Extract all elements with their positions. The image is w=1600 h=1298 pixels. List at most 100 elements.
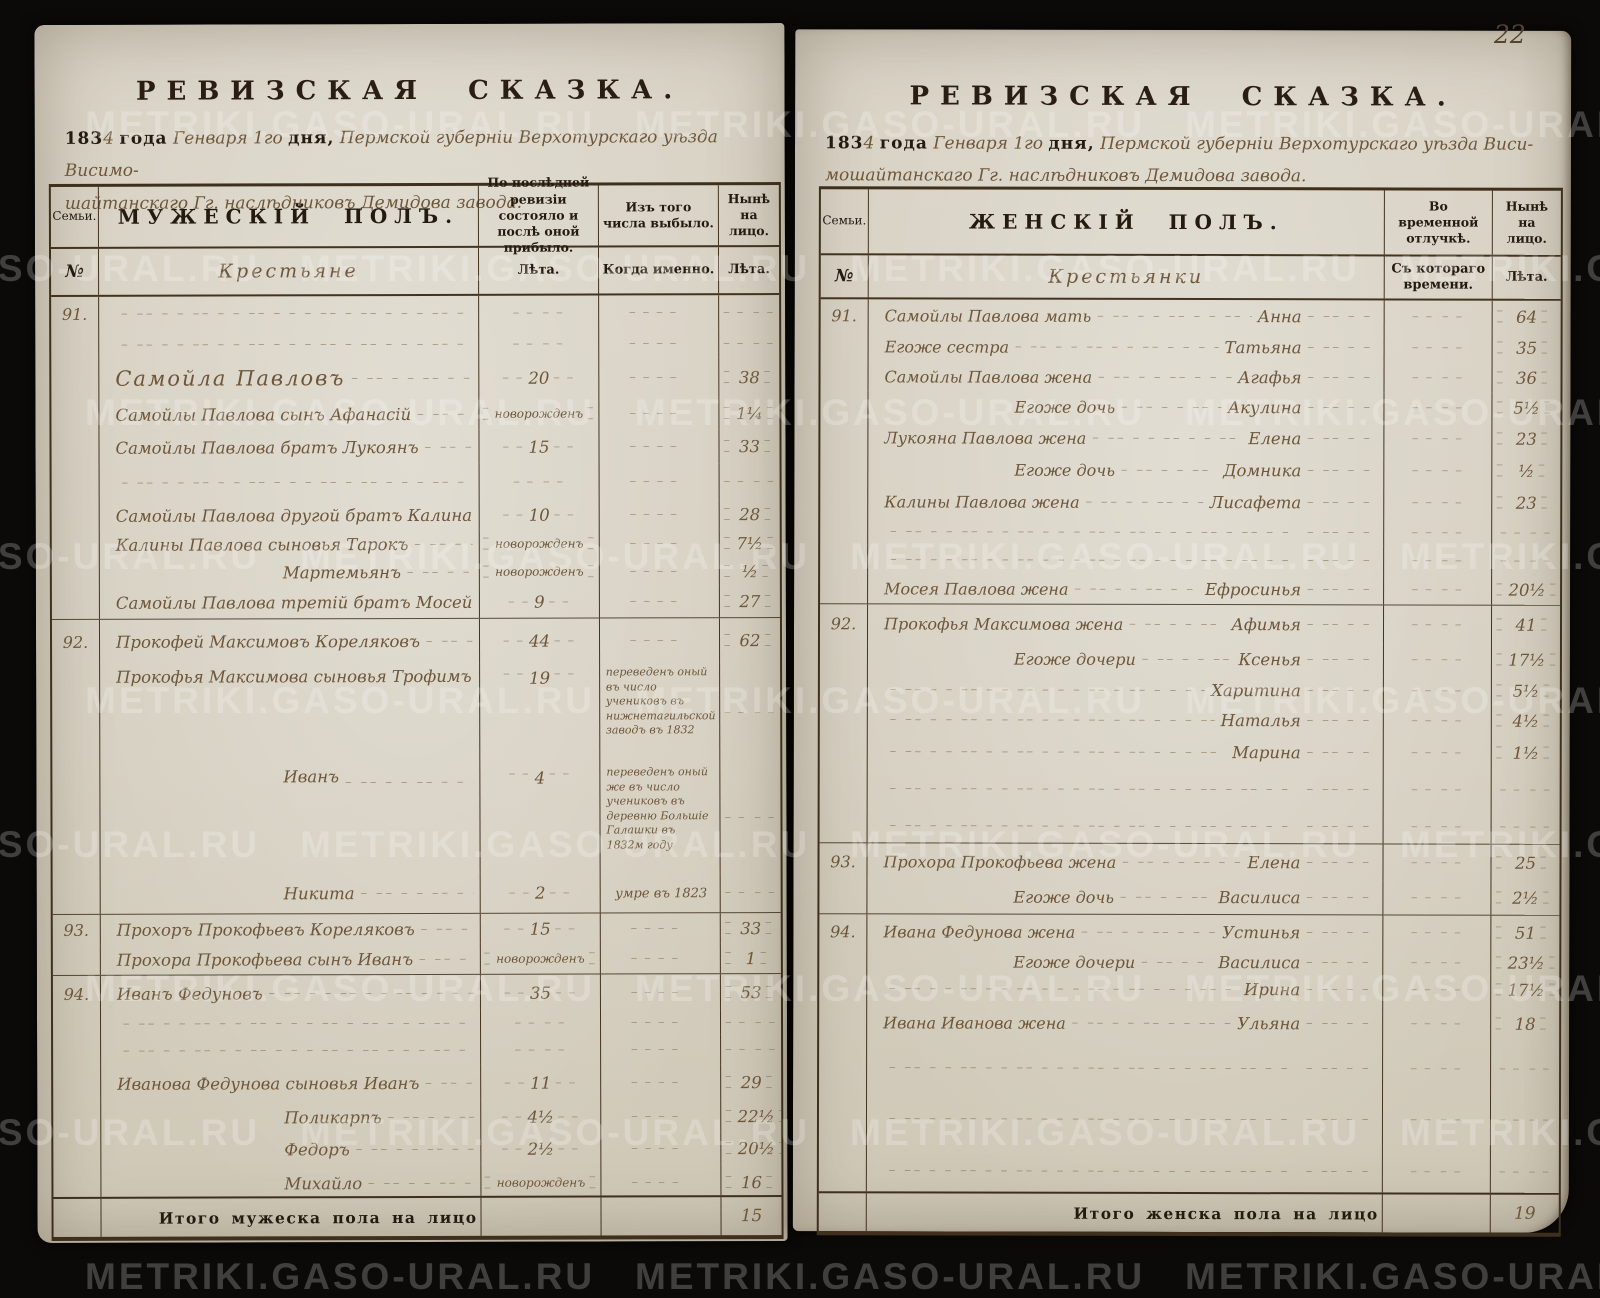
- ditto-dashes: [1306, 892, 1376, 903]
- departure-note: [680, 1181, 690, 1184]
- age-now: 4½: [1513, 711, 1540, 730]
- header-now-present: Нынѣ на лицо.: [1493, 191, 1561, 255]
- date-line: 1834 года Генваря 1го дня, Пермской губе…: [825, 127, 1545, 193]
- ditto-dashes: [1122, 856, 1241, 867]
- table-row: Егоже дочериВасилиса23½: [819, 948, 1559, 976]
- header-female-sex: ЖЕНСКІЙ ПОЛЪ.: [869, 189, 1385, 254]
- person-name: Самойлы Павлова сынъ Афанасій: [115, 404, 411, 424]
- relation-text: Ивана Иванова жена: [883, 1013, 1066, 1032]
- subheader-number: №: [51, 249, 99, 295]
- age-now: 2½: [1512, 888, 1539, 907]
- departure-note: [678, 311, 688, 314]
- departure-note: [680, 991, 690, 994]
- table-row: Егоже дочьДомника½: [820, 453, 1560, 487]
- age-now: 17½: [1508, 650, 1545, 669]
- person-name: Мартемьянъ: [283, 563, 401, 582]
- relation-text: Егоже дочери: [1014, 649, 1136, 668]
- ditto-dashes: [356, 1143, 475, 1154]
- relation-text: Самойлы Павлова жена: [885, 367, 1093, 386]
- departure-note: [678, 376, 688, 379]
- ditto-dashes: [345, 777, 473, 788]
- ditto-dashes: [425, 441, 473, 452]
- relation-text: Калины Павлова жена: [884, 492, 1079, 511]
- age-now: 20½: [738, 1139, 775, 1158]
- person-name: Иванъ Федуновъ: [117, 984, 263, 1003]
- table-row: [53, 1034, 781, 1066]
- table-row: 94.Ивана Федунова женаУстинья51: [819, 913, 1559, 950]
- ditto-dashes: [1307, 685, 1377, 696]
- male-table: Семьи. МУЖЕСКІЙ ПОЛЪ. По послѣдней ревиз…: [49, 182, 784, 1241]
- age-now: 51: [1515, 923, 1536, 942]
- age-now: 38: [739, 368, 760, 387]
- ditto-dashes: [890, 684, 1205, 696]
- watermark-text: METRIKI.GASO-URAL.RU: [635, 1256, 1145, 1298]
- family-number: 92.: [63, 632, 89, 651]
- ditto-dashes: [1308, 372, 1378, 383]
- given-name: Устинья: [1222, 923, 1300, 942]
- age-now: 33: [740, 919, 761, 938]
- ditto-dashes: [426, 635, 473, 646]
- person-name: Прокофей Максимовъ Кореляковъ: [116, 631, 420, 651]
- table-row: 92.Прокофей Максимовъ Кореляковъ4462: [52, 617, 780, 664]
- age-now: 23: [1516, 493, 1537, 512]
- age-prev: новорожденъ: [495, 407, 584, 421]
- printed-year: 183: [65, 129, 104, 149]
- given-name: Василиса: [1218, 953, 1300, 972]
- age-now: 23½: [1508, 953, 1545, 972]
- family-number: 91.: [831, 306, 856, 325]
- ditto-dashes: [1306, 984, 1376, 995]
- departure-note: [679, 480, 689, 483]
- ditto-dashes: [1306, 1114, 1376, 1125]
- age-now: ½: [742, 562, 758, 581]
- header-family: Семьи.: [51, 187, 99, 247]
- age-now: 7½: [736, 534, 763, 553]
- table-row: Егоже дочьАкулина5½: [820, 391, 1560, 423]
- departure-note: [679, 445, 689, 448]
- watermark-text: METRIKI.GASO-URAL.RU: [1185, 1256, 1600, 1298]
- age-now: 22½: [738, 1107, 775, 1126]
- subheader-peasant-women: Крестьянки: [869, 255, 1385, 298]
- ditto-dashes: [351, 372, 472, 383]
- hw-year-digit: 4: [103, 129, 114, 149]
- total-value: 15: [741, 1206, 763, 1226]
- person-name: Самойлы Павлова братъ Лукоянъ: [115, 437, 418, 457]
- family-number: 93.: [64, 920, 90, 939]
- subheader-years-now: Лѣта.: [719, 247, 779, 293]
- given-name: Домника: [1223, 461, 1301, 480]
- given-name: Елена: [1248, 429, 1301, 448]
- age-now: 1: [746, 949, 757, 968]
- person-name: Иванова Федунова сыновья Иванъ: [117, 1073, 419, 1093]
- header-temp-absence: Во временной отлучкѣ.: [1385, 190, 1493, 254]
- age-prev: 2½: [528, 1139, 555, 1158]
- ditto-dashes: [121, 338, 472, 350]
- relation-text: Егоже сестра: [885, 337, 1010, 356]
- person-name: Прокофья Максимова сыновья Трофимъ: [116, 667, 472, 687]
- printed-goda: года: [119, 129, 167, 149]
- ditto-dashes: [1307, 402, 1377, 413]
- ditto-dashes: [1121, 464, 1217, 475]
- age-prev: новорожденъ: [497, 1176, 586, 1190]
- given-name: Лисафета: [1210, 493, 1302, 512]
- age-now: 28: [739, 505, 760, 524]
- totals-row: Итого женска пола на лицо 19: [819, 1191, 1559, 1233]
- given-name: Елена: [1247, 853, 1300, 872]
- age-now: 1¼: [736, 404, 763, 423]
- age-prev: новорожденъ: [495, 565, 584, 579]
- table-row: 93.Прохора Прокофьева женаЕлена25: [819, 842, 1559, 881]
- ditto-dashes: [1307, 654, 1377, 665]
- ditto-dashes: [1120, 891, 1212, 902]
- age-now: 16: [741, 1173, 762, 1192]
- ditto-dashes: [122, 476, 473, 488]
- ditto-dashes: [890, 714, 1215, 726]
- hw-year-digit: 4: [863, 133, 874, 153]
- total-value: 19: [1514, 1204, 1536, 1224]
- person-name: Самойлы Павлова третій братъ Мосей: [116, 592, 472, 612]
- relation-text: Егоже дочь: [1013, 887, 1114, 906]
- relation-text: Прохора Прокофьева жена: [883, 852, 1116, 871]
- table-row: [53, 1010, 781, 1036]
- table-subheader-row: № Крестьянки Съ котораго времени. Лѣта.: [821, 255, 1561, 301]
- table-row: [52, 463, 780, 501]
- person-name: Федоръ: [284, 1140, 349, 1159]
- age-now: 20½: [1508, 580, 1545, 599]
- ditto-dashes: [1072, 1017, 1231, 1028]
